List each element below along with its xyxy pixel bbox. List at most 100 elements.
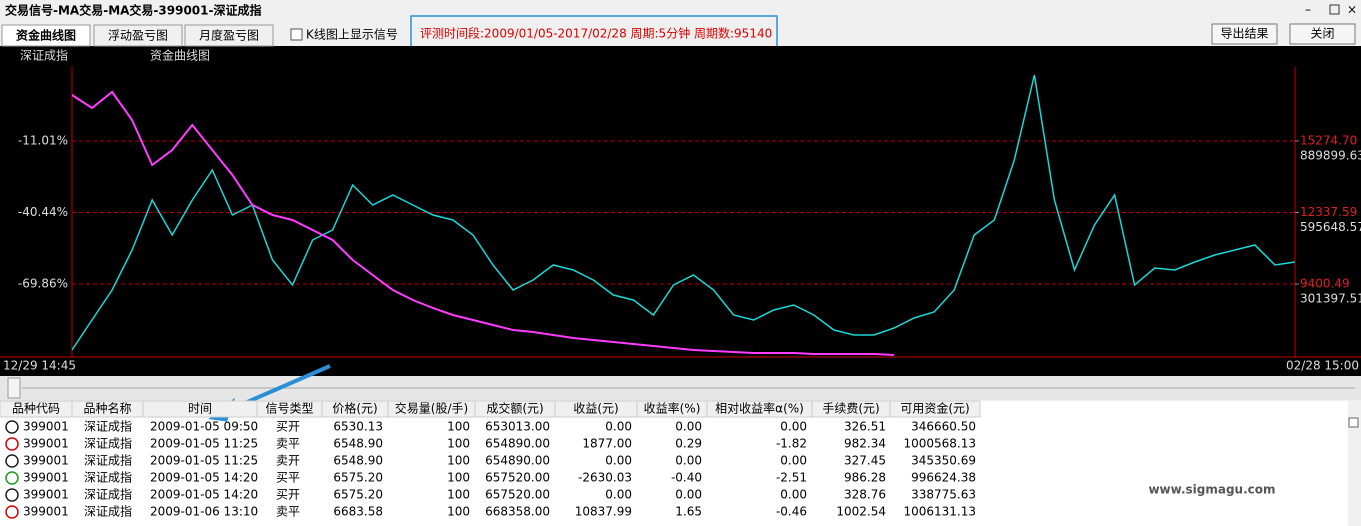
cell: -2.51 <box>776 471 807 485</box>
cell: -0.46 <box>776 505 807 519</box>
cell: 0.00 <box>675 488 702 502</box>
cell: 100 <box>447 437 470 451</box>
cell: 卖开 <box>276 454 300 468</box>
info-text: 评测时间段:2009/01/05-2017/02/28 周期:5分钟 周期数:9… <box>420 26 772 41</box>
y2-tick-label: 15274.70 <box>1300 134 1357 148</box>
cell: 0.00 <box>780 420 807 434</box>
cell: 100 <box>447 488 470 502</box>
header-label: 品种名称 <box>83 401 131 416</box>
chart-bg <box>0 46 1361 376</box>
cell: 6683.58 <box>333 505 383 519</box>
cell: 深证成指 <box>84 453 132 468</box>
tab-label[interactable]: 浮动盈亏图 <box>108 29 168 43</box>
table-bg <box>0 401 1348 526</box>
cell: 996624.38 <box>911 471 976 485</box>
cell: 0.00 <box>605 420 632 434</box>
row-icon <box>5 420 19 434</box>
cell: 2009-01-06 13:10 <box>150 505 258 519</box>
cell: 653013.00 <box>485 420 550 434</box>
row-icon <box>5 454 19 468</box>
header-label: 手续费(元) <box>822 402 879 416</box>
cell: 1006131.13 <box>903 505 976 519</box>
cell: 6575.20 <box>333 471 383 485</box>
checkbox[interactable] <box>290 28 303 41</box>
cell: 1877.00 <box>582 437 632 451</box>
cell: 0.00 <box>675 420 702 434</box>
x-tick-label: 12/29 14:45 <box>3 359 76 373</box>
header-label: 信号类型 <box>265 402 313 416</box>
button[interactable] <box>1211 23 1278 45</box>
button-label[interactable]: 导出结果 <box>1220 27 1268 41</box>
cell: 卖平 <box>276 437 300 451</box>
header-label: 相对收益率α(%) <box>715 401 804 416</box>
cell: 100 <box>447 471 470 485</box>
cell: 399001 <box>23 505 69 519</box>
cell: -2630.03 <box>578 471 632 485</box>
header-label: 收益(元) <box>573 402 618 416</box>
cell: 399001 <box>23 488 69 502</box>
header-label: 成交额(元) <box>486 401 543 416</box>
cell: 1002.54 <box>836 505 886 519</box>
cell: 0.00 <box>605 454 632 468</box>
tab-label[interactable]: 资金曲线图 <box>16 28 76 43</box>
y3-tick-label: 595648.57 <box>1300 220 1361 234</box>
cell: 买平 <box>276 471 300 485</box>
cell: 6548.90 <box>333 454 383 468</box>
scroll-box <box>1348 417 1359 428</box>
y3-tick-label: 889899.63 <box>1300 148 1361 162</box>
cell: -0.40 <box>671 471 702 485</box>
tab[interactable] <box>93 24 183 47</box>
cell: 654890.00 <box>485 454 550 468</box>
button[interactable] <box>1289 23 1356 45</box>
row-icon <box>5 471 19 485</box>
cell: 328.76 <box>844 488 886 502</box>
legend-label: 深证成指 <box>20 48 68 63</box>
cell: 深证成指 <box>84 504 132 519</box>
watermark: www.sigmagu.com <box>1148 483 1275 497</box>
cell: 深证成指 <box>84 470 132 485</box>
cell: 6548.90 <box>333 437 383 451</box>
header-cell <box>889 400 981 418</box>
cell: 657520.00 <box>485 471 550 485</box>
cell: 2009-01-05 11:25 <box>150 437 258 451</box>
checkbox-label[interactable]: K线图上显示信号 <box>306 28 398 42</box>
tab-label[interactable]: 月度盈亏图 <box>199 28 259 43</box>
button-label[interactable]: 关闭 <box>1310 27 1334 41</box>
cell: 346660.50 <box>911 420 976 434</box>
cell: 2009-01-05 14:20 <box>150 488 258 502</box>
cell: 100 <box>447 454 470 468</box>
y2-tick-label: 9400.49 <box>1300 276 1350 290</box>
cell: -1.82 <box>776 437 807 451</box>
cell: 327.45 <box>844 454 886 468</box>
y3-tick-label: 301397.51 <box>1300 291 1361 305</box>
cell: 654890.00 <box>485 437 550 451</box>
header-label: 可用资金(元) <box>900 401 969 416</box>
cell: 6575.20 <box>333 488 383 502</box>
cell: 399001 <box>23 471 69 485</box>
x-tick-label: 02/28 15:00 <box>1286 359 1359 373</box>
max-button[interactable] <box>1329 4 1340 15</box>
tab[interactable] <box>1 24 91 47</box>
series-line <box>71 90 895 356</box>
series-line <box>71 74 1296 351</box>
y-tick-label: -40.44% <box>18 205 68 219</box>
close-x[interactable]: × <box>1347 3 1357 17</box>
cell: 2009-01-05 11:25 <box>150 454 258 468</box>
cell: 0.00 <box>780 454 807 468</box>
cell: 100 <box>447 420 470 434</box>
cell: 0.29 <box>675 437 702 451</box>
cell: 卖平 <box>276 505 300 519</box>
cell: 2009-01-05 14:20 <box>150 471 258 485</box>
header-label: 收益率(%) <box>644 401 701 416</box>
cell: 986.28 <box>844 471 886 485</box>
cell: 657520.00 <box>485 488 550 502</box>
cell: 买开 <box>276 488 300 502</box>
min-button[interactable]: – <box>1305 3 1311 17</box>
cell: 6530.13 <box>333 420 383 434</box>
cell: 0.00 <box>605 488 632 502</box>
scroll-thumb[interactable] <box>7 377 21 399</box>
tab[interactable] <box>184 24 274 47</box>
cell: 买开 <box>276 420 300 434</box>
cell: 399001 <box>23 454 69 468</box>
